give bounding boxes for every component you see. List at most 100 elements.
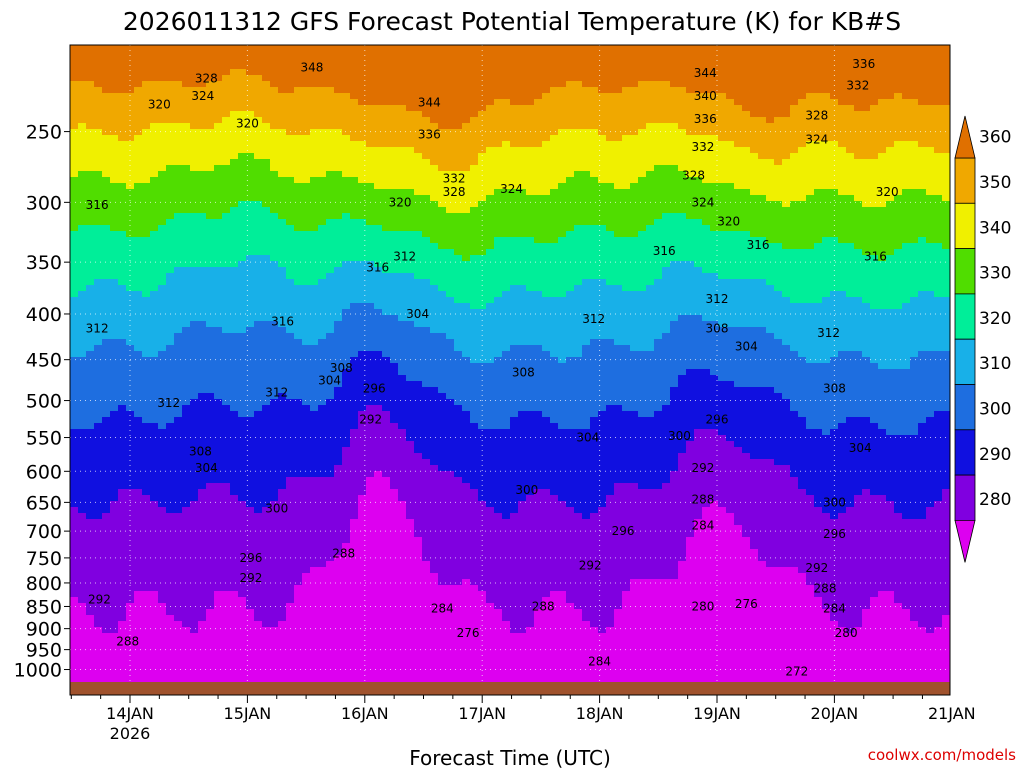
color-cell xyxy=(438,363,447,370)
color-cell xyxy=(438,135,447,142)
color-cell xyxy=(190,99,199,106)
color-cell xyxy=(286,333,295,340)
color-cell xyxy=(358,147,367,154)
color-cell xyxy=(198,513,207,520)
color-cell xyxy=(214,147,223,154)
color-cell xyxy=(118,111,127,118)
color-cell xyxy=(278,459,287,466)
color-cell xyxy=(206,477,215,484)
color-cell xyxy=(286,663,295,670)
color-cell xyxy=(294,411,303,418)
color-cell xyxy=(286,111,295,118)
color-cell xyxy=(374,45,383,52)
color-cell xyxy=(342,171,351,178)
color-cell xyxy=(438,303,447,310)
color-cell xyxy=(230,369,239,376)
color-cell xyxy=(166,45,175,52)
color-cell xyxy=(350,573,359,580)
color-cell xyxy=(238,291,247,298)
color-cell xyxy=(222,525,231,532)
color-cell xyxy=(430,285,439,292)
color-cell xyxy=(374,99,383,106)
color-cell xyxy=(214,477,223,484)
color-cell xyxy=(174,309,183,316)
color-cell xyxy=(182,573,191,580)
color-cell xyxy=(382,435,391,442)
color-cell xyxy=(406,177,415,184)
color-cell xyxy=(366,213,375,220)
color-cell xyxy=(110,273,119,280)
color-cell xyxy=(70,675,79,682)
color-cell xyxy=(86,135,95,142)
color-cell xyxy=(374,243,383,250)
color-cell xyxy=(110,399,119,406)
color-cell xyxy=(174,375,183,382)
color-cell xyxy=(382,93,391,100)
color-cell xyxy=(238,153,247,160)
color-cell xyxy=(238,303,247,310)
color-cell xyxy=(230,405,239,412)
color-cell xyxy=(414,549,423,556)
color-cell xyxy=(278,195,287,202)
color-cell xyxy=(334,141,343,148)
color-cell xyxy=(422,597,431,604)
color-cell xyxy=(270,171,279,178)
color-cell xyxy=(358,213,367,220)
color-cell xyxy=(406,51,415,58)
color-cell xyxy=(230,645,239,652)
color-cell xyxy=(78,405,87,412)
color-cell xyxy=(430,423,439,430)
color-cell xyxy=(150,165,159,172)
color-cell xyxy=(398,471,407,478)
color-cell xyxy=(262,411,271,418)
color-cell xyxy=(358,525,367,532)
color-cell xyxy=(134,597,143,604)
color-cell xyxy=(134,417,143,424)
color-cell xyxy=(294,597,303,604)
color-cell xyxy=(134,543,143,550)
color-cell xyxy=(110,351,119,358)
color-cell xyxy=(142,273,151,280)
color-cell xyxy=(238,117,247,124)
color-cell xyxy=(278,561,287,568)
color-cell xyxy=(214,111,223,118)
color-cell xyxy=(182,135,191,142)
color-cell xyxy=(230,165,239,172)
color-cell xyxy=(230,423,239,430)
color-cell xyxy=(414,279,423,286)
color-cell xyxy=(182,435,191,442)
color-cell xyxy=(398,483,407,490)
color-cell xyxy=(270,549,279,556)
color-cell xyxy=(326,669,335,676)
color-cell xyxy=(318,501,327,508)
color-cell xyxy=(230,633,239,640)
color-cell xyxy=(198,327,207,334)
color-cell xyxy=(118,555,127,562)
color-cell xyxy=(382,141,391,148)
color-cell xyxy=(134,123,143,130)
color-cell xyxy=(398,465,407,472)
color-cell xyxy=(358,105,367,112)
color-cell xyxy=(222,657,231,664)
color-cell xyxy=(310,645,319,652)
color-cell xyxy=(214,129,223,136)
color-cell xyxy=(438,207,447,214)
color-cell xyxy=(198,135,207,142)
color-cell xyxy=(190,585,199,592)
color-cell xyxy=(294,513,303,520)
color-cell xyxy=(174,519,183,526)
color-cell xyxy=(374,369,383,376)
color-cell xyxy=(166,441,175,448)
color-cell xyxy=(334,231,343,238)
color-cell xyxy=(214,339,223,346)
color-cell xyxy=(310,309,319,316)
color-cell xyxy=(406,153,415,160)
color-cell xyxy=(246,279,255,286)
color-cell xyxy=(382,627,391,634)
color-cell xyxy=(302,63,311,70)
color-cell xyxy=(110,675,119,682)
color-cell xyxy=(334,351,343,358)
color-cell xyxy=(270,75,279,82)
color-cell xyxy=(262,333,271,340)
color-cell xyxy=(294,93,303,100)
